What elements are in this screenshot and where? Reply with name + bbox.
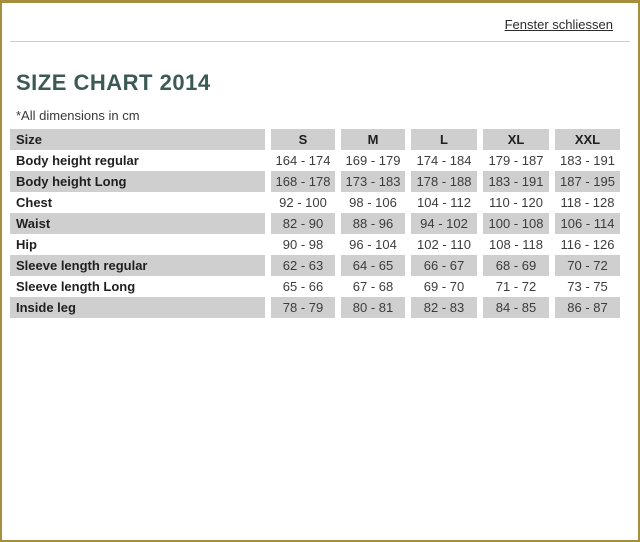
column-header-size: Size (10, 129, 265, 150)
table-row-sleeve-length-long: Sleeve length Long 65 - 66 67 - 68 69 - … (10, 276, 620, 297)
table-cell: 187 - 195 (555, 171, 620, 192)
table-cell: 88 - 96 (341, 213, 405, 234)
table-row-chest: Chest 92 - 100 98 - 106 104 - 112 110 - … (10, 192, 620, 213)
table-row-body-height-long: Body height Long 168 - 178 173 - 183 178… (10, 171, 620, 192)
column-header-s: S (271, 129, 335, 150)
table-cell: 82 - 83 (411, 297, 477, 318)
table-cell: 86 - 87 (555, 297, 620, 318)
table-cell: 116 - 126 (555, 234, 620, 255)
table-cell: 174 - 184 (411, 150, 477, 171)
table-cell: 108 - 118 (483, 234, 549, 255)
table-header-row: Size S M L XL XXL (10, 129, 620, 150)
table-row-sleeve-length-regular: Sleeve length regular 62 - 63 64 - 65 66… (10, 255, 620, 276)
table-cell: 84 - 85 (483, 297, 549, 318)
table-cell: 68 - 69 (483, 255, 549, 276)
table-cell: 106 - 114 (555, 213, 620, 234)
table-row-inside-leg: Inside leg 78 - 79 80 - 81 82 - 83 84 - … (10, 297, 620, 318)
page-content: SIZE CHART 2014 *All dimensions in cm Si… (2, 70, 638, 318)
table-cell: 92 - 100 (271, 192, 335, 213)
table-row-waist: Waist 82 - 90 88 - 96 94 - 102 100 - 108… (10, 213, 620, 234)
header-divider (10, 41, 630, 42)
table-cell: 67 - 68 (341, 276, 405, 297)
table-cell: 118 - 128 (555, 192, 620, 213)
row-label: Body height Long (10, 171, 265, 192)
table-cell: 173 - 183 (341, 171, 405, 192)
row-label: Sleeve length Long (10, 276, 265, 297)
table-cell: 183 - 191 (555, 150, 620, 171)
table-cell: 102 - 110 (411, 234, 477, 255)
table-cell: 169 - 179 (341, 150, 405, 171)
column-header-xxl: XXL (555, 129, 620, 150)
table-cell: 179 - 187 (483, 150, 549, 171)
table-cell: 90 - 98 (271, 234, 335, 255)
row-label: Hip (10, 234, 265, 255)
table-cell: 66 - 67 (411, 255, 477, 276)
table-cell: 71 - 72 (483, 276, 549, 297)
close-window-link[interactable]: Fenster schliessen (504, 17, 613, 32)
size-chart-table: Size S M L XL XXL Body height regular 16… (10, 129, 620, 318)
row-label: Body height regular (10, 150, 265, 171)
table-cell: 65 - 66 (271, 276, 335, 297)
row-label: Waist (10, 213, 265, 234)
table-cell: 168 - 178 (271, 171, 335, 192)
table-cell: 73 - 75 (555, 276, 620, 297)
table-cell: 164 - 174 (271, 150, 335, 171)
table-cell: 78 - 79 (271, 297, 335, 318)
table-cell: 178 - 188 (411, 171, 477, 192)
table-cell: 100 - 108 (483, 213, 549, 234)
column-header-xl: XL (483, 129, 549, 150)
table-cell: 96 - 104 (341, 234, 405, 255)
table-cell: 94 - 102 (411, 213, 477, 234)
column-header-l: L (411, 129, 477, 150)
page-title: SIZE CHART 2014 (16, 70, 211, 95)
table-cell: 104 - 112 (411, 192, 477, 213)
table-row-body-height-regular: Body height regular 164 - 174 169 - 179 … (10, 150, 620, 171)
row-label: Sleeve length regular (10, 255, 265, 276)
row-label: Chest (10, 192, 265, 213)
table-cell: 62 - 63 (271, 255, 335, 276)
table-cell: 80 - 81 (341, 297, 405, 318)
table-cell: 70 - 72 (555, 255, 620, 276)
table-cell: 69 - 70 (411, 276, 477, 297)
table-cell: 183 - 191 (483, 171, 549, 192)
row-label: Inside leg (10, 297, 265, 318)
table-cell: 82 - 90 (271, 213, 335, 234)
dimensions-note: *All dimensions in cm (16, 108, 140, 123)
table-cell: 110 - 120 (483, 192, 549, 213)
window-topbar: Fenster schliessen (2, 3, 638, 41)
column-header-m: M (341, 129, 405, 150)
table-cell: 64 - 65 (341, 255, 405, 276)
table-cell: 98 - 106 (341, 192, 405, 213)
table-row-hip: Hip 90 - 98 96 - 104 102 - 110 108 - 118… (10, 234, 620, 255)
